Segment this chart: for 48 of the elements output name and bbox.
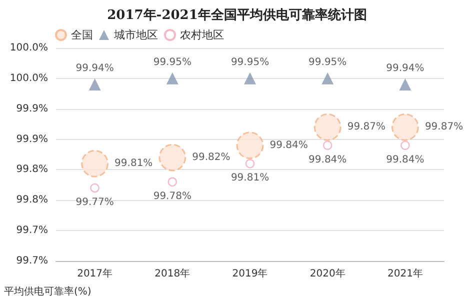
y-tick-label: 99.7% bbox=[16, 225, 48, 236]
data-label: 99.94% bbox=[76, 63, 114, 74]
point bbox=[90, 183, 100, 193]
data-label: 99.95% bbox=[153, 56, 192, 68]
y-tick-label: 100.0% bbox=[10, 72, 48, 84]
data-label: 99.81% bbox=[230, 172, 270, 184]
data-label: 99.87% bbox=[347, 122, 386, 133]
data-label: 99.82% bbox=[192, 152, 230, 164]
legend-label: 全国 bbox=[71, 28, 93, 42]
point bbox=[88, 78, 101, 91]
x-tick-label: 2017年 bbox=[77, 268, 113, 280]
y-tick-label: 99.8% bbox=[16, 194, 48, 206]
point bbox=[322, 72, 334, 84]
x-tick-label: 2018年 bbox=[154, 268, 190, 280]
point bbox=[166, 72, 178, 84]
y-axis-title: 平均供电可靠率(%) bbox=[4, 286, 92, 298]
x-tick-label: 2019年 bbox=[232, 268, 268, 280]
legend-label: 农村地区 bbox=[180, 28, 224, 42]
y-tick-label: 99.7% bbox=[16, 256, 48, 266]
point bbox=[400, 140, 410, 150]
point bbox=[81, 150, 109, 178]
point bbox=[158, 144, 186, 172]
point bbox=[168, 177, 177, 186]
y-tick-label: 99.9% bbox=[16, 134, 48, 145]
point bbox=[391, 113, 419, 141]
data-label: 99.94% bbox=[386, 63, 424, 74]
y-tick-label: 99.9% bbox=[16, 103, 48, 114]
legend-label: 城市地区 bbox=[113, 28, 158, 42]
point bbox=[245, 159, 255, 168]
y-tick-label: 99.8% bbox=[16, 164, 48, 176]
point bbox=[323, 140, 332, 150]
data-label: 99.95% bbox=[308, 56, 347, 68]
data-label: 99.95% bbox=[230, 56, 270, 68]
point bbox=[314, 113, 342, 141]
x-tick-label: 2021年 bbox=[387, 268, 423, 280]
data-label: 99.77% bbox=[76, 197, 114, 208]
data-label: 99.81% bbox=[114, 158, 153, 170]
point bbox=[244, 72, 256, 84]
data-label: 99.87% bbox=[424, 122, 464, 133]
y-tick-label: 100.0% bbox=[10, 42, 48, 54]
data-label: 99.84% bbox=[386, 154, 424, 166]
data-label: 99.78% bbox=[153, 190, 192, 202]
point bbox=[399, 78, 412, 91]
data-label: 99.84% bbox=[308, 154, 347, 166]
point bbox=[236, 132, 264, 160]
chart-title: 2017年-2021年全国平均供电可靠率统计图 bbox=[107, 7, 367, 23]
x-tick-label: 2020年 bbox=[310, 268, 346, 280]
data-label: 99.84% bbox=[270, 140, 308, 151]
